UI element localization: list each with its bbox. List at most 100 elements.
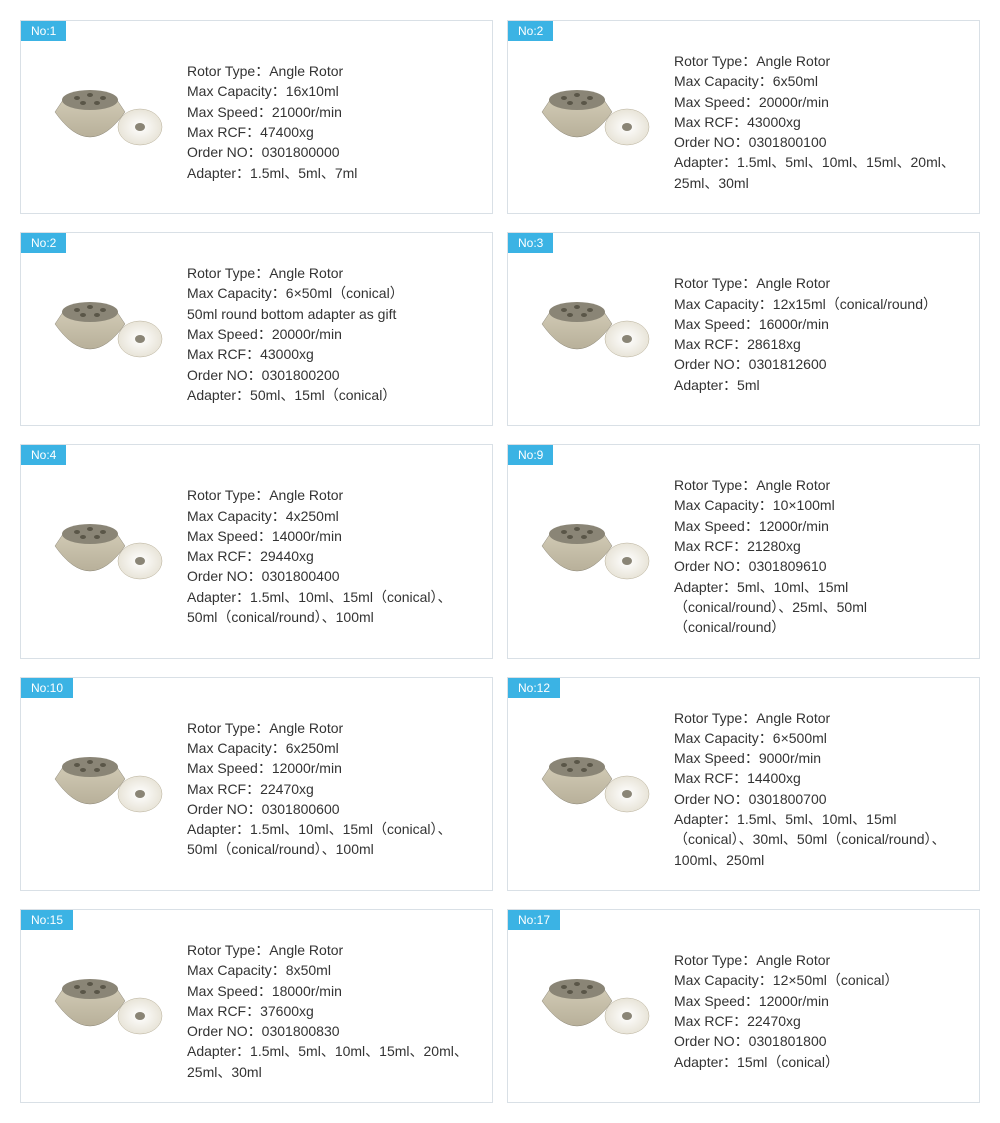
product-card: No:9 Rotor Type：Angle RotorMax Capacity：… <box>507 444 980 658</box>
spec-line: Max RCF：37600xg <box>187 1001 478 1021</box>
product-card: No:3 Rotor Type：Angle RotorMax Capacity：… <box>507 232 980 426</box>
spec-line: Adapter：1.5ml、5ml、10ml、15ml、20ml、25ml、30… <box>674 152 965 193</box>
spec-line: Max Speed：18000r/min <box>187 981 478 1001</box>
rotor-image <box>522 739 662 839</box>
spec-line: Order NO：0301801800 <box>674 1031 965 1051</box>
spec-line: Order NO：0301809610 <box>674 556 965 576</box>
spec-line: Rotor Type：Angle Rotor <box>674 950 965 970</box>
spec-line: 50ml round bottom adapter as gift <box>187 304 478 324</box>
spec-line: Max RCF：28618xg <box>674 334 965 354</box>
spec-line: Max RCF：14400xg <box>674 768 965 788</box>
product-card: No:12 Rotor Type：Angle RotorMax Capacity… <box>507 677 980 891</box>
card-badge: No:1 <box>21 21 66 41</box>
product-card: No:15 Rotor Type：Angle RotorMax Capacity… <box>20 909 493 1103</box>
rotor-image <box>35 506 175 606</box>
spec-line: Max Capacity：4x250ml <box>187 506 478 526</box>
rotor-icon <box>35 72 175 172</box>
spec-line: Order NO：0301800830 <box>187 1021 478 1041</box>
rotor-image <box>35 739 175 839</box>
card-body: Rotor Type：Angle RotorMax Capacity：6x50m… <box>508 21 979 213</box>
spec-line: Adapter：1.5ml、5ml、10ml、15ml（conical）、30m… <box>674 809 965 870</box>
spec-line: Max Speed：20000r/min <box>674 92 965 112</box>
rotor-image <box>522 284 662 384</box>
spec-line: Max Capacity：8x50ml <box>187 960 478 980</box>
rotor-icon <box>35 961 175 1061</box>
spec-line: Rotor Type：Angle Rotor <box>187 263 478 283</box>
rotor-icon <box>522 961 662 1061</box>
spec-line: Max RCF：43000xg <box>187 344 478 364</box>
spec-line: Max Speed：21000r/min <box>187 102 478 122</box>
card-badge: No:9 <box>508 445 553 465</box>
spec-line: Adapter：1.5ml、5ml、7ml <box>187 163 478 183</box>
spec-line: Max Capacity：12×50ml（conical） <box>674 970 965 990</box>
card-body: Rotor Type：Angle RotorMax Capacity：6×500… <box>508 678 979 890</box>
spec-line: Rotor Type：Angle Rotor <box>674 475 965 495</box>
card-badge: No:3 <box>508 233 553 253</box>
spec-line: Max Capacity：10×100ml <box>674 495 965 515</box>
card-badge: No:2 <box>21 233 66 253</box>
spec-line: Rotor Type：Angle Rotor <box>674 273 965 293</box>
spec-line: Adapter：15ml（conical） <box>674 1052 965 1072</box>
spec-line: Max Speed：20000r/min <box>187 324 478 344</box>
rotor-icon <box>35 739 175 839</box>
spec-line: Order NO：0301800200 <box>187 365 478 385</box>
spec-list: Rotor Type：Angle RotorMax Capacity：6×500… <box>674 708 965 870</box>
product-card: No:17 Rotor Type：Angle RotorMax Capacity… <box>507 909 980 1103</box>
spec-line: Max Speed：9000r/min <box>674 748 965 768</box>
spec-line: Max RCF：29440xg <box>187 546 478 566</box>
spec-list: Rotor Type：Angle RotorMax Capacity：4x250… <box>187 485 478 627</box>
card-body: Rotor Type：Angle RotorMax Capacity：12×50… <box>508 910 979 1102</box>
spec-line: Max Speed：14000r/min <box>187 526 478 546</box>
spec-line: Rotor Type：Angle Rotor <box>187 718 478 738</box>
spec-line: Order NO：0301800100 <box>674 132 965 152</box>
spec-list: Rotor Type：Angle RotorMax Capacity：8x50m… <box>187 940 478 1082</box>
product-grid: No:1 Rotor Type：Angle RotorMax Capacity：… <box>20 20 980 1103</box>
spec-list: Rotor Type：Angle RotorMax Capacity：6×50m… <box>187 263 478 405</box>
spec-list: Rotor Type：Angle RotorMax Capacity：12×50… <box>674 950 965 1072</box>
spec-line: Order NO：0301800000 <box>187 142 478 162</box>
card-body: Rotor Type：Angle RotorMax Capacity：6x250… <box>21 678 492 890</box>
spec-line: Max Capacity：12x15ml（conical/round） <box>674 294 965 314</box>
spec-list: Rotor Type：Angle RotorMax Capacity：16x10… <box>187 61 478 183</box>
product-card: No:10 Rotor Type：Angle RotorMax Capacity… <box>20 677 493 891</box>
rotor-icon <box>522 506 662 606</box>
rotor-icon <box>522 284 662 384</box>
product-card: No:1 Rotor Type：Angle RotorMax Capacity：… <box>20 20 493 214</box>
card-body: Rotor Type：Angle RotorMax Capacity：16x10… <box>21 21 492 213</box>
spec-list: Rotor Type：Angle RotorMax Capacity：6x250… <box>187 718 478 860</box>
spec-line: Max Speed：12000r/min <box>187 758 478 778</box>
spec-line: Rotor Type：Angle Rotor <box>187 940 478 960</box>
spec-line: Adapter：50ml、15ml（conical） <box>187 385 478 405</box>
card-badge: No:10 <box>21 678 73 698</box>
spec-line: Max RCF：21280xg <box>674 536 965 556</box>
product-card: No:4 Rotor Type：Angle RotorMax Capacity：… <box>20 444 493 658</box>
product-card: No:2 Rotor Type：Angle RotorMax Capacity：… <box>20 232 493 426</box>
spec-line: Order NO：0301800400 <box>187 566 478 586</box>
rotor-icon <box>522 72 662 172</box>
card-badge: No:17 <box>508 910 560 930</box>
card-body: Rotor Type：Angle RotorMax Capacity：10×10… <box>508 445 979 657</box>
rotor-image <box>522 506 662 606</box>
card-body: Rotor Type：Angle RotorMax Capacity：6×50m… <box>21 233 492 425</box>
spec-line: Adapter：1.5ml、10ml、15ml（conical）、50ml（co… <box>187 819 478 860</box>
spec-line: Max Capacity：6×50ml（conical） <box>187 283 478 303</box>
spec-line: Max Speed：12000r/min <box>674 516 965 536</box>
spec-line: Max Speed：12000r/min <box>674 991 965 1011</box>
rotor-image <box>35 961 175 1061</box>
spec-list: Rotor Type：Angle RotorMax Capacity：6x50m… <box>674 51 965 193</box>
rotor-icon <box>35 506 175 606</box>
card-badge: No:15 <box>21 910 73 930</box>
spec-line: Order NO：0301800700 <box>674 789 965 809</box>
spec-line: Max Capacity：6x50ml <box>674 71 965 91</box>
spec-line: Order NO：0301812600 <box>674 354 965 374</box>
spec-line: Max Capacity：16x10ml <box>187 81 478 101</box>
spec-line: Order NO：0301800600 <box>187 799 478 819</box>
spec-list: Rotor Type：Angle RotorMax Capacity：12x15… <box>674 273 965 395</box>
rotor-image <box>522 961 662 1061</box>
spec-line: Max Capacity：6×500ml <box>674 728 965 748</box>
spec-line: Max RCF：22470xg <box>674 1011 965 1031</box>
spec-line: Adapter：1.5ml、10ml、15ml（conical）、50ml（co… <box>187 587 478 628</box>
card-badge: No:2 <box>508 21 553 41</box>
spec-line: Rotor Type：Angle Rotor <box>187 61 478 81</box>
card-badge: No:4 <box>21 445 66 465</box>
